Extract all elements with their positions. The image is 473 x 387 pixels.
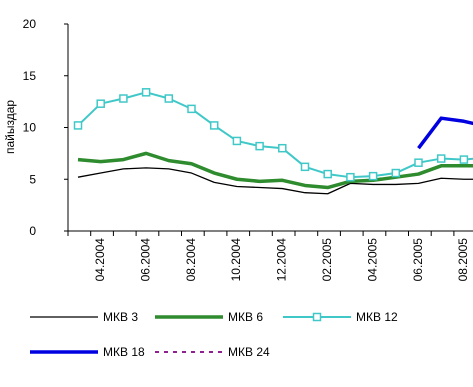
legend-label: МКВ 6 (228, 310, 263, 324)
data-point-marker (300, 162, 310, 172)
legend-item: МКВ 3 (30, 310, 138, 324)
x-tick-label: 06.2004 (138, 238, 152, 282)
legend-label: МКВ 3 (103, 310, 138, 324)
data-point-marker (73, 121, 83, 130)
y-axis: 0 5 10 15 20 (23, 17, 69, 238)
y-tick-label: 10 (23, 121, 37, 135)
x-tick-label: 12.2004 (275, 238, 289, 282)
data-point-marker (232, 136, 242, 146)
data-point-marker (209, 121, 219, 130)
data-point-marker (164, 94, 174, 103)
x-tick-label: 08.2004 (184, 238, 198, 282)
data-point-marker (141, 88, 151, 97)
data-point-marker (391, 168, 401, 178)
x-tick-label: 08.2005 (456, 238, 470, 282)
x-tick-label: 10.2004 (229, 238, 243, 282)
data-point-marker (119, 94, 128, 103)
y-tick-label: 20 (23, 17, 37, 31)
series-line (417, 116, 473, 150)
data-point-marker (368, 171, 378, 181)
series-line (77, 167, 473, 195)
legend-label: МКВ 24 (228, 345, 270, 359)
data-point-marker (278, 143, 287, 153)
legend-item: МКВ 18 (30, 345, 145, 359)
legend-item: МКВ 12 (283, 310, 398, 324)
legend: МКВ 3 МКВ 6 МКВ 12 МКВ 18 МКВ 24 (30, 310, 398, 359)
series-line (77, 151, 473, 190)
data-point-marker (255, 141, 264, 151)
series-line (77, 91, 473, 179)
legend-marker (312, 312, 322, 322)
series-мкв-3 (77, 167, 473, 195)
data-point-marker (323, 169, 332, 179)
data-point-marker (436, 154, 446, 163)
data-point-marker (96, 99, 105, 108)
series-мкв-12 (73, 88, 473, 182)
x-tick-label: 02.2005 (320, 238, 334, 282)
x-tick-label: 04.2005 (365, 238, 379, 282)
data-point-marker (187, 104, 196, 114)
data-point-marker (414, 158, 423, 167)
y-tick-label: 0 (29, 224, 36, 238)
data-point-marker (459, 155, 469, 164)
series-layer (73, 88, 473, 195)
legend-label: МКВ 12 (356, 310, 398, 324)
legend-label: МКВ 18 (103, 345, 145, 359)
legend-item: МКВ 24 (155, 345, 270, 359)
x-tick-label: 06.2005 (411, 238, 425, 282)
series-мкв-18 (417, 116, 473, 150)
x-tick-label: 04.2004 (93, 238, 107, 282)
y-tick-label: 5 (29, 172, 36, 186)
y-axis-title: пайыздар (3, 100, 17, 154)
x-axis: 04.2004 06.2004 08.2004 10.2004 12.2004 02.20… (67, 230, 473, 282)
y-tick-label: 15 (23, 69, 37, 83)
series-мкв-6 (77, 151, 473, 190)
data-point-marker (346, 172, 355, 182)
legend-item: МКВ 6 (155, 310, 263, 324)
